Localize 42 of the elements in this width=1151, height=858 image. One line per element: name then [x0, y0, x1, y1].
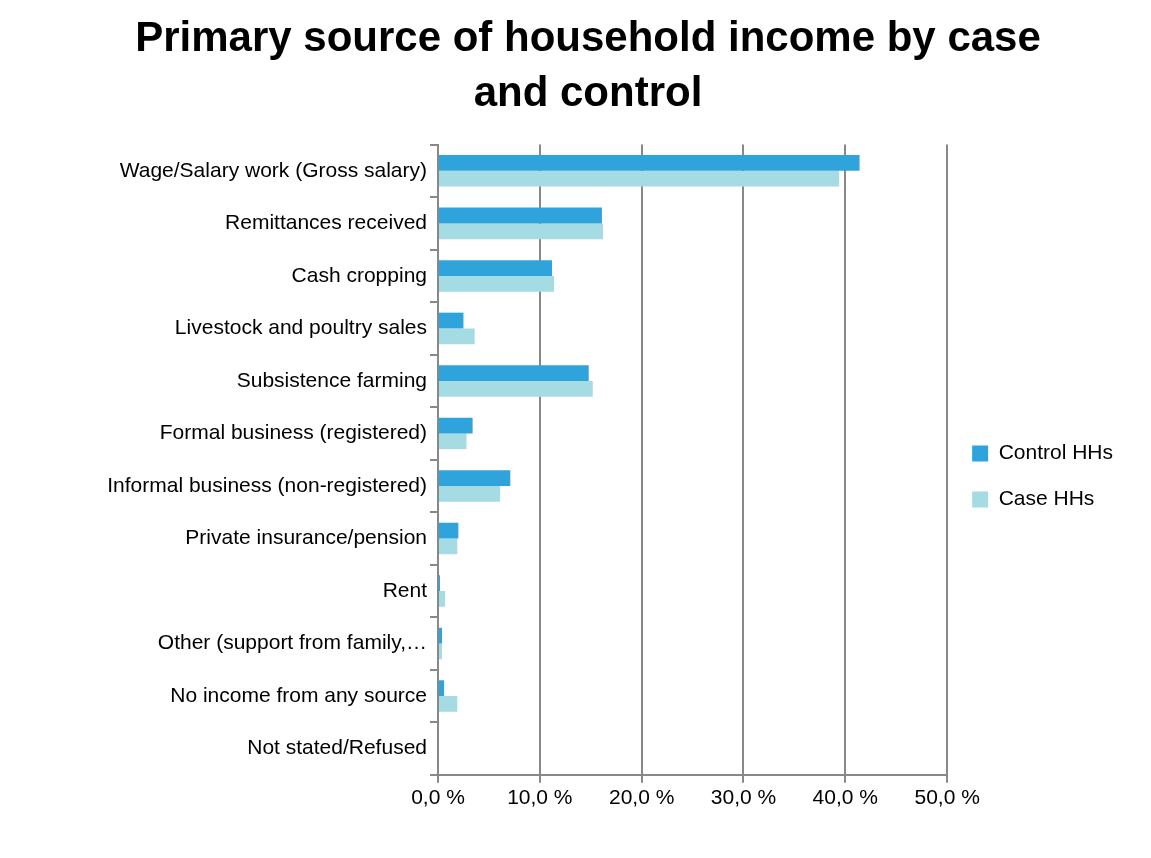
y-tick-label: No income from any source — [170, 683, 427, 707]
bar — [439, 486, 501, 502]
y-tick-label: Informal business (non-registered) — [107, 472, 427, 496]
bar — [439, 312, 464, 329]
x-tick-label: 30,0 % — [710, 785, 777, 809]
bar — [439, 223, 603, 240]
bar — [439, 627, 443, 644]
y-tick-label: Remittances received — [225, 210, 427, 234]
legend-label: Case HHs — [998, 486, 1095, 510]
x-tick-label: 10,0 % — [507, 785, 573, 809]
y-tick-label: Wage/Salary work (Gross salary) — [119, 157, 427, 181]
bar — [439, 433, 467, 450]
y-tick-label: Other (support from family,… — [157, 630, 427, 654]
y-tick-label: Subsistence farming — [236, 367, 427, 391]
bar — [439, 470, 511, 487]
chart-title: Primary source of household income by case and control — [134, 12, 1042, 117]
bar — [439, 260, 553, 277]
x-tick-label: 0,0 % — [411, 785, 465, 809]
bar — [439, 155, 860, 172]
bar — [439, 381, 593, 397]
bar — [439, 417, 473, 434]
bar — [439, 328, 475, 345]
y-tick-label: Rent — [382, 577, 428, 601]
bar — [439, 696, 458, 712]
bar — [439, 207, 602, 224]
x-tick-label: 50,0 % — [914, 785, 980, 809]
bar — [439, 171, 840, 187]
bar — [439, 365, 589, 382]
y-tick-label: Private insurance/pension — [185, 525, 427, 549]
bar — [439, 643, 443, 660]
bar — [439, 522, 459, 539]
bar — [439, 538, 458, 555]
x-tick-label: 20,0 % — [608, 785, 675, 809]
legend-label: Control HHs — [998, 440, 1114, 464]
y-tick-label: Cash cropping — [291, 262, 427, 286]
bar — [439, 276, 555, 292]
y-tick-label: Formal business (registered) — [159, 420, 427, 444]
y-tick-label: Livestock and poultry sales — [174, 315, 427, 339]
bar — [439, 591, 446, 607]
x-tick-label: 40,0 % — [812, 785, 879, 809]
y-tick-label: Not stated/Refused — [247, 735, 427, 759]
bar — [439, 680, 445, 697]
